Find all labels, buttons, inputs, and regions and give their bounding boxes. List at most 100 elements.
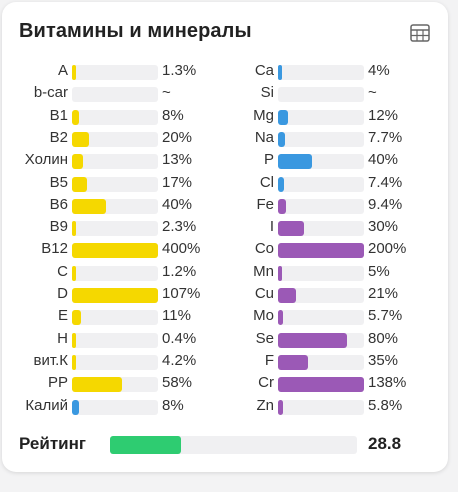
nutrient-label: Mo [253,307,274,325]
nutrient-bar-fill [278,377,364,393]
nutrient-value: 0.4% [162,329,197,347]
nutrient-label: B6 [49,195,68,213]
nutrient-label: Cl [259,173,274,191]
nutrient-bar-fill [72,154,84,170]
nutrient-label: вит.К [33,351,68,369]
nutrient-bar [72,288,158,303]
nutrient-label: b-car [33,84,68,102]
nutrient-value: 5.8% [368,396,403,414]
nutrient-value: 80% [368,329,399,347]
nutrient-row: Mn 5% [0,263,458,285]
nutrient-bar-fill [278,176,285,192]
nutrient-bar [278,87,364,103]
nutrient-bar-fill [278,288,297,303]
nutrient-bar [278,109,364,125]
nutrient-value: 40% [162,195,193,213]
nutrient-value: 107% [162,285,201,302]
nutrient-bar-fill [72,332,76,348]
rating-bar-fill [110,436,182,454]
nutrient-row: Zn 5.8% [0,397,458,419]
nutrient-bar-fill [278,131,285,147]
nutrient-label: Cr [258,374,274,392]
nutrient-row: PP 58% [0,374,458,396]
nutrient-row: E 11% [0,307,458,329]
nutrient-bar [72,332,158,348]
nutrient-row: b-car ~ [0,84,458,106]
nutrient-value: 2.3% [162,218,197,236]
nutrient-bar [278,65,364,80]
nutrient-bar-fill [72,131,90,147]
nutrient-value: 20% [162,128,193,146]
nutrient-value: 8% [162,106,184,124]
nutrient-row: B2 20% [0,129,458,151]
nutrient-row: Cr 138% [0,374,458,396]
nutrient-row: Ca 4% [0,62,458,84]
nutrient-bar [72,176,158,192]
nutrient-bar-fill [72,399,79,415]
nutrient-bar-fill [278,265,283,281]
nutrient-value: ~ [162,84,171,102]
card-title: Витамины и минералы [19,20,252,42]
nutrient-label: Mg [253,106,274,124]
nutrient-label: Co [254,240,274,258]
nutrient-bar-fill [72,243,158,259]
nutrient-row: Se 80% [0,330,458,352]
nutrient-row: Co 200% [0,240,458,262]
nutrient-label: I [269,218,274,236]
nutrient-bar [278,198,364,214]
nutrient-label: P [263,151,274,169]
nutrient-bar [72,154,158,170]
nutrient-label: B2 [49,128,68,146]
nutrient-bar [72,265,158,281]
nutrient-bar [72,243,158,259]
nutrient-row: C 1.2% [0,263,458,285]
nutrient-row: D 107% [0,285,458,307]
nutrient-row: Mo 5.7% [0,307,458,329]
nutrient-bar [72,310,158,326]
nutrient-bar [278,332,364,348]
nutrient-bar [72,198,158,214]
nutrient-value: 5.7% [368,307,403,325]
nutrient-row: B1 8% [0,107,458,129]
nutrient-bar-fill [278,109,289,125]
nutrient-row: Na 7.7% [0,129,458,151]
nutrient-row: P 40% [0,151,458,173]
nutrient-row: B6 40% [0,196,458,218]
nutrient-value: 17% [162,173,193,191]
nutrient-bar [72,377,158,393]
nutrient-bar-fill [72,354,76,370]
table-icon[interactable] [410,24,430,42]
nutrient-bar-fill [278,399,283,415]
nutrient-bar-fill [72,310,82,326]
nutrient-label: B5 [49,173,68,191]
nutrient-label: B1 [49,106,68,124]
nutrient-bar [278,243,364,259]
nutrient-row: вит.К 4.2% [0,352,458,374]
nutrient-row: Cu 21% [0,285,458,307]
nutrient-bar [278,288,364,303]
nutrient-value: 13% [162,151,193,169]
nutrient-label: Mn [253,262,274,280]
nutrient-label: Zn [256,396,274,414]
nutrient-bar-fill [278,243,364,259]
nutrient-value: 200% [368,240,407,258]
nutrient-label: PP [47,374,68,392]
nutrient-value: 9.4% [368,195,403,213]
nutrient-bar [72,87,158,103]
nutrient-bar-fill [278,332,347,348]
nutrient-label: Ca [254,62,274,79]
nutrient-row: F 35% [0,352,458,374]
nutrient-bar [278,377,364,393]
nutrient-value: 138% [368,374,407,392]
nutrient-value: 12% [368,106,399,124]
nutrient-bar-fill [72,221,76,237]
nutrient-row: H 0.4% [0,330,458,352]
nutrient-bar [278,265,364,281]
nutrient-label: Калий [25,396,68,414]
nutrient-label: Cu [254,285,274,302]
nutrient-value: 1.3% [162,62,197,79]
nutrient-bar-fill [72,176,87,192]
vitamins-minerals-card: Витамины и минералы [2,2,448,472]
nutrient-value: 5% [368,262,390,280]
nutrient-label: E [57,307,68,325]
